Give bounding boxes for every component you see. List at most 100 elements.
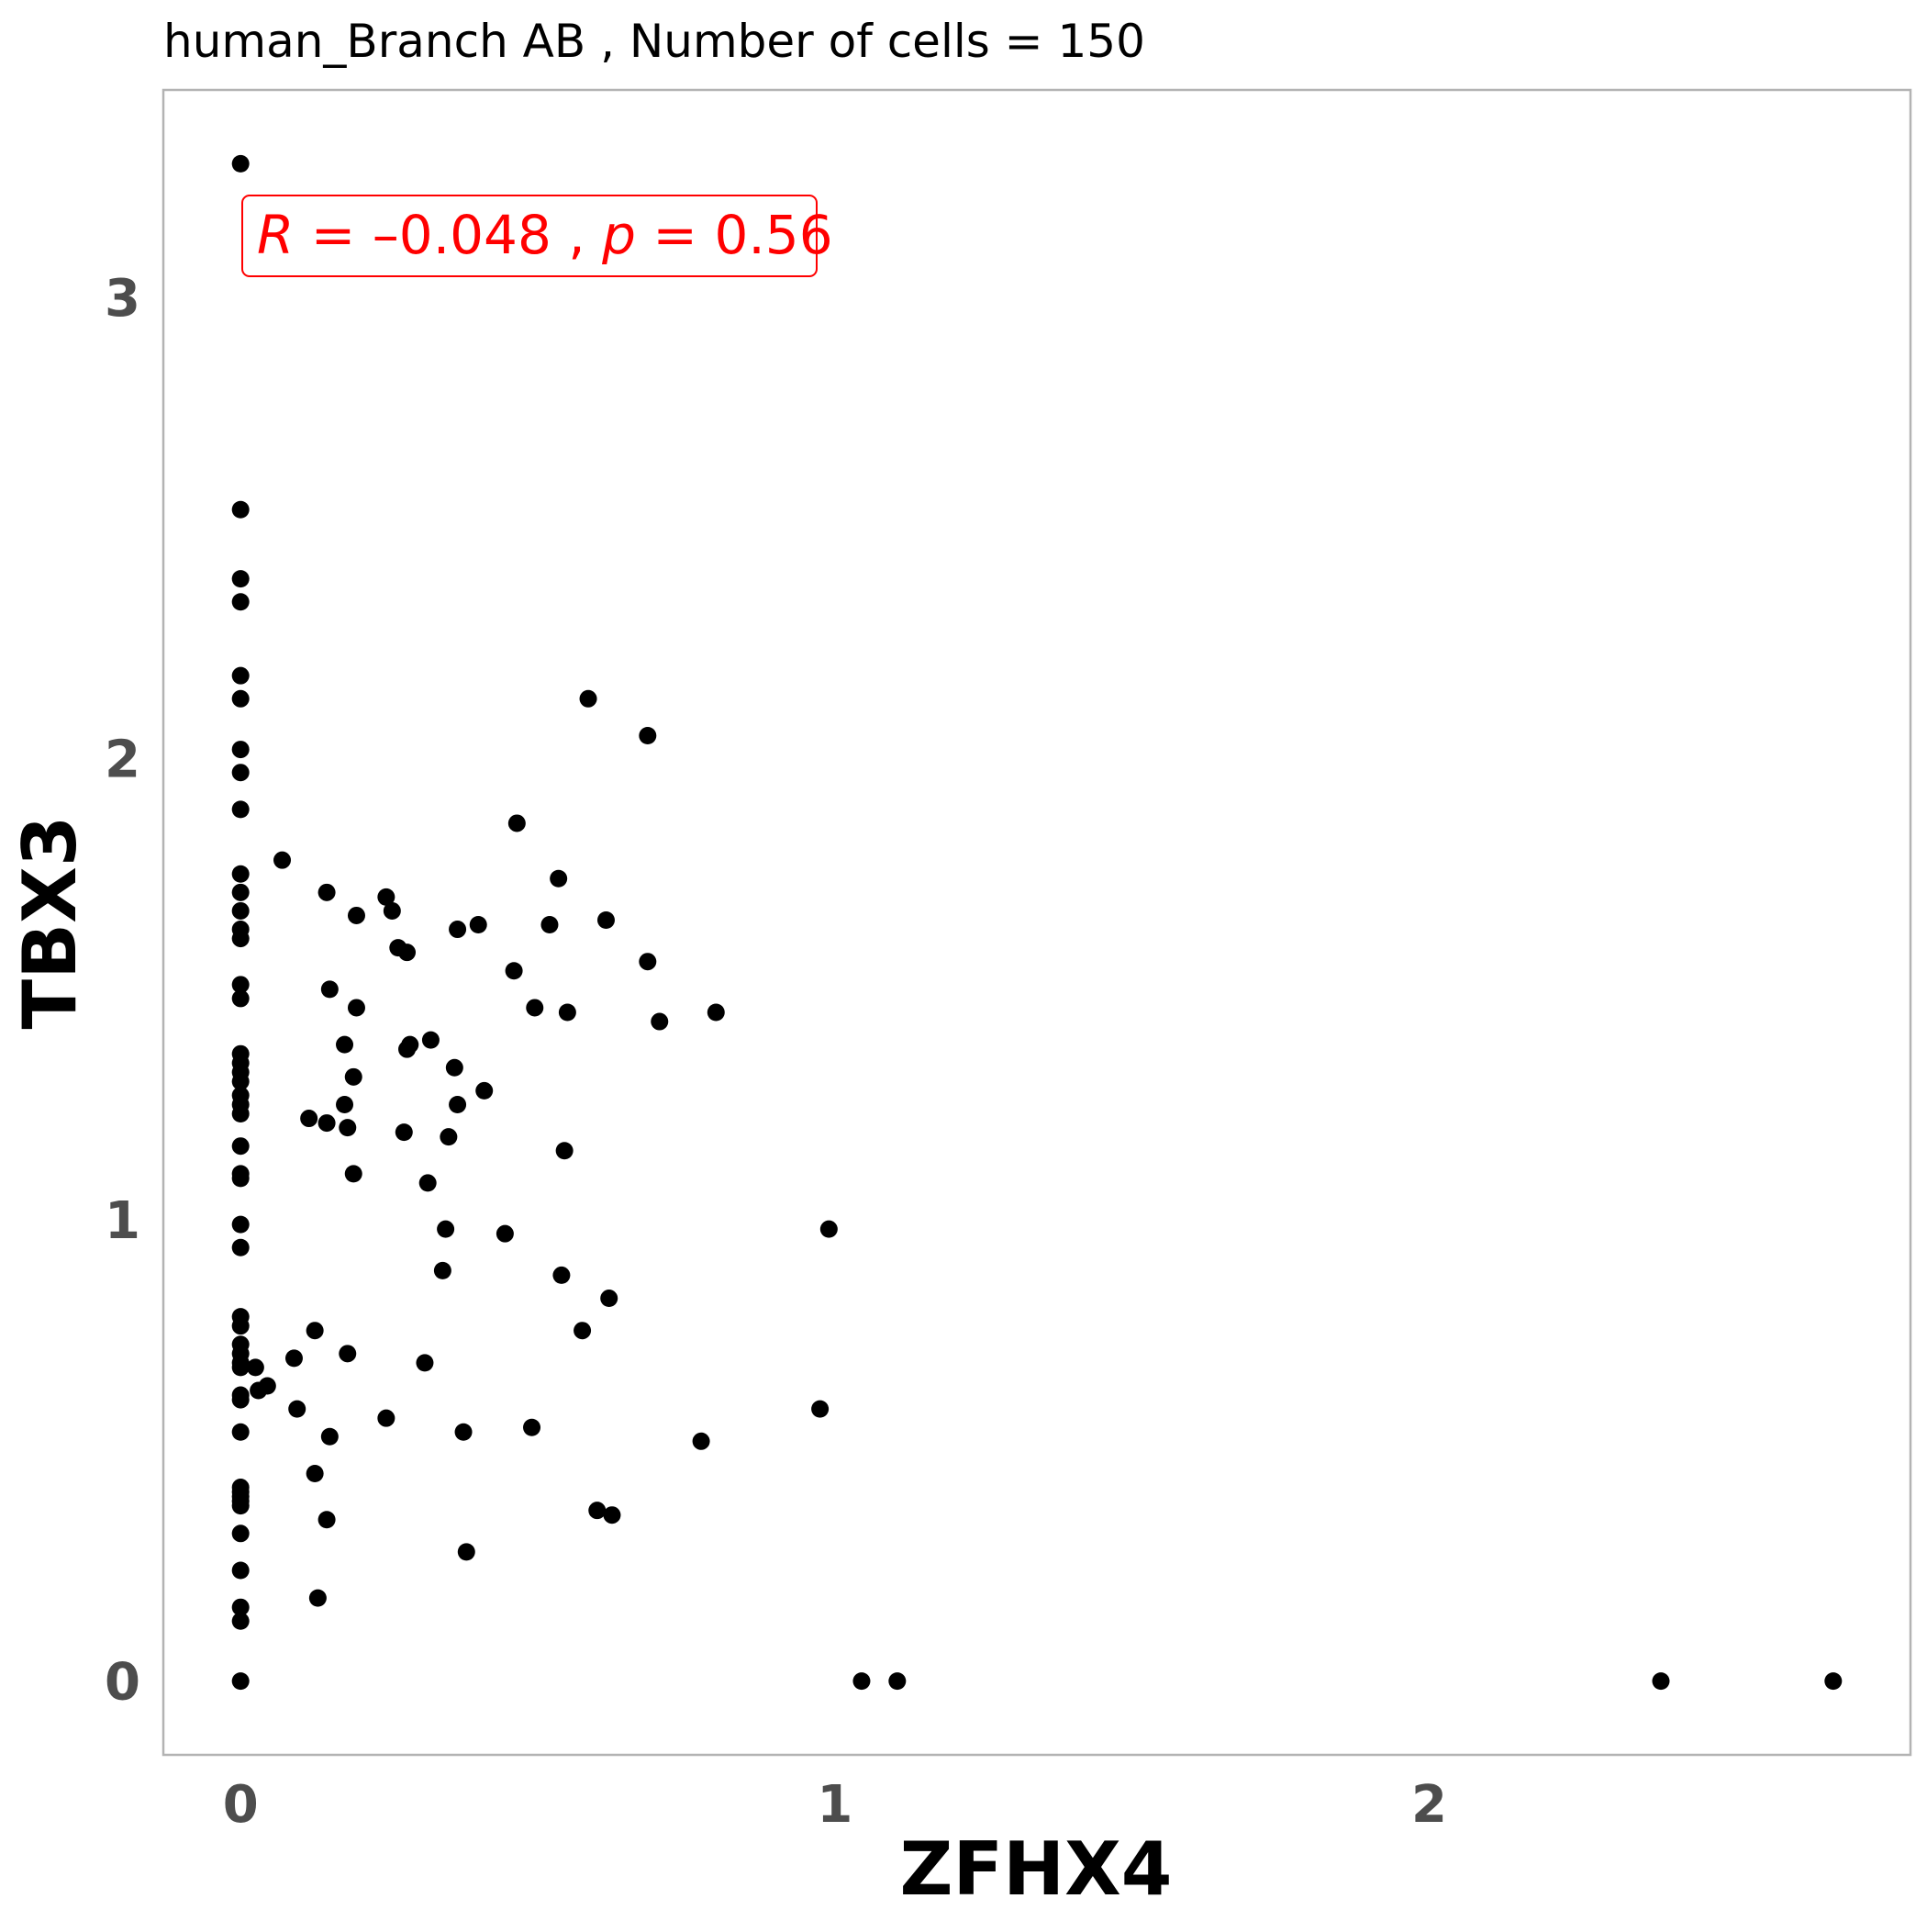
- plot-frame: [162, 88, 1912, 1757]
- data-point: [552, 1266, 571, 1284]
- data-point: [347, 999, 365, 1017]
- data-point: [246, 1358, 264, 1377]
- data-point: [300, 1110, 318, 1128]
- data-point: [344, 1067, 362, 1086]
- data-point: [231, 741, 250, 759]
- data-point: [231, 154, 250, 173]
- data-point: [336, 1035, 354, 1054]
- data-point: [475, 1081, 494, 1100]
- data-point: [306, 1322, 324, 1340]
- data-point: [231, 570, 250, 588]
- data-point: [558, 1003, 576, 1022]
- data-point: [377, 888, 395, 906]
- data-point: [320, 980, 339, 999]
- data-point: [231, 666, 250, 685]
- data-point: [231, 1598, 250, 1616]
- data-point: [339, 1119, 357, 1137]
- data-point: [505, 962, 523, 980]
- data-point: [437, 1220, 455, 1238]
- data-point: [1652, 1672, 1670, 1691]
- data-point: [231, 593, 250, 611]
- data-point: [421, 1031, 440, 1049]
- data-point: [445, 1058, 463, 1077]
- x-tick-label: 0: [223, 1775, 259, 1835]
- data-point: [231, 1672, 250, 1691]
- r-value: –0.048: [373, 204, 551, 266]
- data-point: [1824, 1672, 1843, 1691]
- data-point: [526, 999, 544, 1017]
- data-point: [596, 910, 615, 929]
- data-point: [339, 1345, 357, 1363]
- data-point: [347, 906, 365, 924]
- data-point: [284, 1349, 303, 1368]
- data-point: [523, 1418, 541, 1436]
- data-point: [317, 883, 336, 901]
- data-point: [433, 1261, 451, 1279]
- data-point: [603, 1506, 621, 1524]
- chart-title: human_Branch AB , Number of cells = 150: [163, 15, 1145, 68]
- data-point: [231, 689, 250, 708]
- data-point: [231, 764, 250, 782]
- data-point: [231, 1390, 250, 1409]
- data-point: [401, 1035, 419, 1054]
- data-point: [231, 901, 250, 920]
- annotation-box: [241, 195, 818, 277]
- equals-sign-2: =: [652, 204, 714, 266]
- data-point: [320, 1427, 339, 1446]
- data-point: [449, 1095, 467, 1113]
- x-tick-label: 1: [817, 1775, 852, 1835]
- data-point: [651, 1012, 669, 1031]
- data-point: [258, 1377, 276, 1395]
- comma-separator: ,: [568, 204, 602, 266]
- r-label: R: [257, 204, 294, 266]
- data-point: [454, 1423, 473, 1441]
- data-point: [231, 1238, 250, 1256]
- data-point: [273, 851, 292, 869]
- data-point: [231, 1072, 250, 1090]
- data-point: [231, 989, 250, 1008]
- data-point: [692, 1432, 710, 1450]
- data-point: [231, 930, 250, 948]
- y-tick-label: 2: [105, 731, 140, 790]
- data-point: [449, 921, 467, 939]
- data-point: [550, 869, 568, 888]
- data-point: [231, 1105, 250, 1123]
- x-axis-ticks: 0 1 2: [223, 1775, 1447, 1835]
- y-tick-label: 0: [105, 1653, 140, 1713]
- y-tick-label: 3: [105, 269, 140, 329]
- data-point: [707, 1003, 725, 1022]
- data-points: [231, 154, 1843, 1691]
- data-point: [469, 916, 487, 934]
- data-point: [377, 1409, 395, 1427]
- p-label: p: [601, 204, 636, 266]
- data-point: [555, 1142, 574, 1160]
- data-point: [344, 1165, 362, 1183]
- data-point: [231, 1215, 250, 1234]
- data-point: [231, 1358, 250, 1377]
- data-point: [496, 1224, 514, 1243]
- data-point: [574, 1322, 592, 1340]
- data-point: [336, 1095, 354, 1113]
- data-point: [418, 1174, 437, 1192]
- data-point: [231, 1612, 250, 1630]
- data-point: [306, 1464, 324, 1482]
- data-point: [231, 883, 250, 901]
- data-point: [231, 1524, 250, 1543]
- data-point: [231, 500, 250, 519]
- data-point: [231, 1137, 250, 1156]
- data-point: [639, 726, 657, 744]
- data-point: [888, 1672, 907, 1691]
- data-point: [231, 1561, 250, 1580]
- data-point: [639, 953, 657, 971]
- data-point: [288, 1400, 306, 1418]
- data-point: [852, 1672, 871, 1691]
- data-point: [231, 1169, 250, 1188]
- correlation-annotation: R = –0.048 , p = 0.56: [241, 195, 833, 277]
- data-point: [416, 1354, 434, 1372]
- annotation-text: R = –0.048 , p = 0.56: [257, 204, 833, 266]
- y-tick-label: 1: [105, 1191, 140, 1251]
- x-tick-label: 2: [1411, 1775, 1447, 1835]
- y-axis-ticks: 0 1 2 3: [105, 269, 140, 1712]
